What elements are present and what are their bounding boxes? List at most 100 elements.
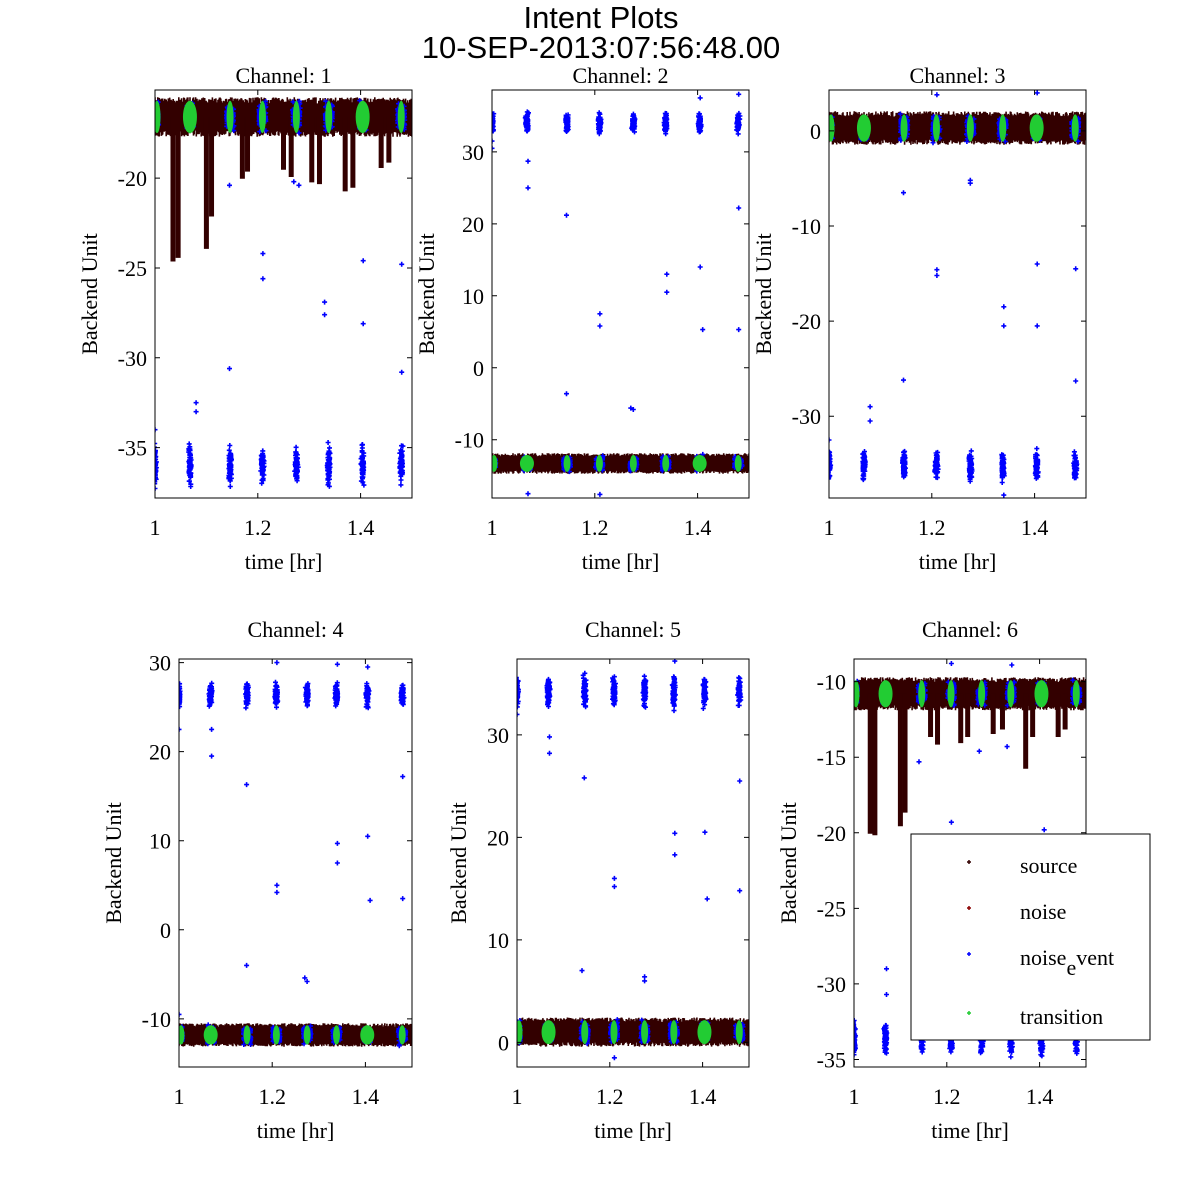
x-axis-label: time [hr] [582,549,660,574]
noise-event-outliers [179,660,406,1017]
axes-box [154,89,413,499]
x-tick-label: 1 [512,1084,523,1109]
source-dip-column [245,116,251,172]
x-axis-label: time [hr] [931,1118,1009,1143]
source-dip-column [872,693,878,836]
noise-event-outliers [492,91,742,497]
y-tick-label: -30 [792,404,821,429]
x-tick-label: 1.4 [689,1084,717,1109]
noise-event-cluster [292,444,301,484]
noise-event-cluster [735,675,744,708]
legend-label-sub: e [1066,955,1076,980]
y-tick-label: -35 [817,1047,846,1072]
noise-event-cluster [900,448,908,480]
transition-cluster [918,680,926,708]
plot-area [155,97,412,491]
transition-cluster [932,114,940,142]
noise-event-cluster [999,452,1007,485]
x-tick-label: 1.2 [596,1084,624,1109]
transition-cluster [360,1025,375,1045]
x-tick-label: 1.4 [1021,515,1049,540]
x-tick-label: 1 [849,1084,860,1109]
legend-item-source: source [967,853,1077,878]
transition-cluster [697,1020,712,1045]
noise-event-cluster [206,680,215,709]
source-dip-column [1030,693,1036,738]
source-dip-column [902,693,908,813]
x-tick-label: 1.4 [684,515,712,540]
source-dip-column [999,693,1005,730]
y-axis-label: Backend Unit [776,802,801,924]
y-tick-label: -20 [817,821,846,846]
noise-event-cluster [1032,446,1041,481]
noise-event-cluster [734,110,743,137]
x-tick-label: 1.2 [581,515,609,540]
source-dip-column [990,693,996,735]
noise-event-cluster [700,676,709,711]
transition-cluster [662,455,670,472]
panel-title: Channel: 2 [573,63,669,88]
y-tick-label: -20 [118,166,147,191]
legend-label-main: noise [1020,945,1066,970]
noise-event-cluster [669,674,678,714]
axes-box [828,89,1087,499]
noise-event-cluster [332,680,341,709]
y-tick-label: 0 [498,1030,509,1055]
transition-cluster [670,1020,678,1045]
y-tick-label: 0 [473,356,484,381]
legend-box [910,833,1151,1041]
noise-event-cluster [358,442,367,488]
x-axis-label: time [hr] [245,549,323,574]
legend-label: transition [1020,1004,1103,1029]
transition-cluster [595,455,603,472]
legend-item-transition: transition [967,1004,1103,1029]
transition-cluster [1071,114,1079,142]
y-tick-label: -30 [817,972,846,997]
transition-cluster [517,1020,523,1045]
panel-channel-2: 1 1.2 1.4 30 20 10 0 -10 Channel: 2 time [hr] Back… [414,63,750,574]
axes-box [491,89,750,499]
y-tick-label: 10 [487,928,509,953]
transition-cluster [734,455,742,472]
transition-cluster [155,100,161,134]
y-tick-label: 30 [487,723,509,748]
panel-title: Channel: 1 [236,63,332,88]
source-dip-column [209,116,215,217]
y-axis-label: Backend Unit [446,802,471,924]
x-tick-label: 1 [487,515,498,540]
panel-channel-5: 1 1.2 1.4 30 20 10 0 Channel: 5 time [hr] Backend… [446,617,750,1143]
noise-event-cluster [932,449,941,481]
panel-title: Channel: 5 [585,617,681,642]
transition-cluster [878,680,893,708]
source-dip-column [897,693,903,827]
transition-cluster [1029,114,1044,142]
source-dip-column [867,693,873,834]
x-axis-label: time [hr] [919,549,997,574]
source-dip-column [1055,693,1061,738]
panel-channel-1: 1 1.2 1.4 -20 -25 -30 -35 Channel: 1 time [hr] Ba… [77,63,413,574]
panel-title: Channel: 6 [922,617,1018,642]
x-tick-label: 1.2 [244,515,272,540]
plot-area [829,90,1086,498]
transition-cluster [243,1025,251,1045]
x-tick-label: 1 [824,515,835,540]
transition-cluster [179,1025,185,1045]
x-tick-label: 1.4 [352,1084,380,1109]
transition-cluster [325,100,333,134]
source-dip-column [170,116,176,262]
transition-cluster [226,100,234,134]
y-tick-label: -35 [118,436,147,461]
legend-label: source [1020,853,1077,878]
y-tick-label: 30 [149,651,171,676]
noise-event-cluster [563,112,571,134]
noise-event-cluster [324,440,333,489]
panel-title: Channel: 3 [910,63,1006,88]
y-axis-label: Backend Unit [751,233,776,355]
transition-cluster [292,100,300,134]
transition-cluster [398,1025,406,1045]
plot-area [492,91,749,497]
transition-cluster [856,114,871,142]
transition-cluster [397,100,405,134]
x-tick-label: 1.4 [1026,1084,1054,1109]
